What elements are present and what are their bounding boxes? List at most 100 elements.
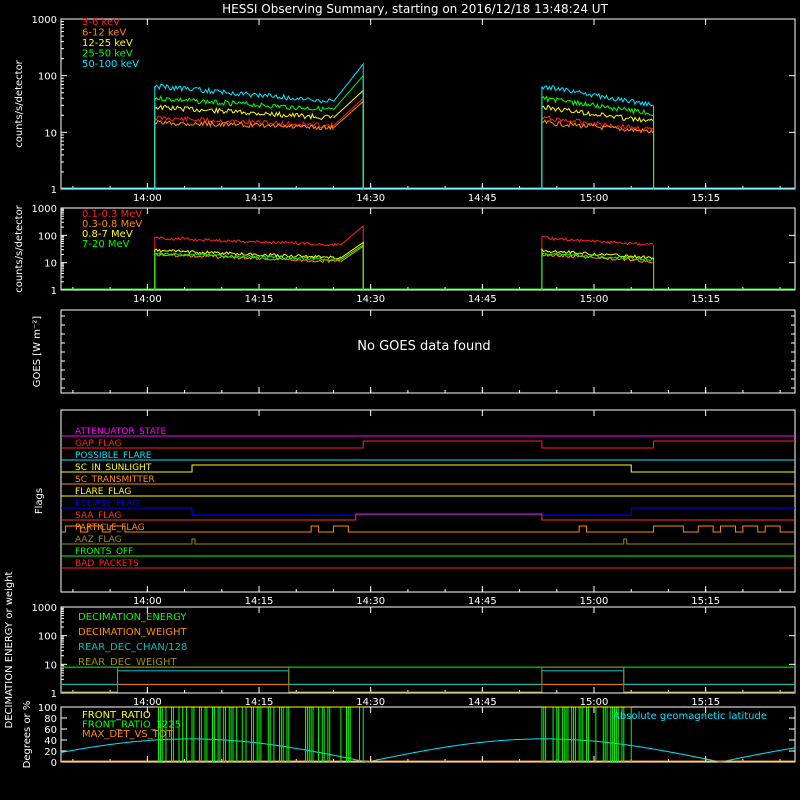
panel2-x-tick-label: 14:15: [245, 294, 274, 305]
flag-row-sc-in-sunlight: SC_IN_SUNLIGHT: [61, 463, 795, 473]
y-axis-label: Degrees or %: [22, 701, 33, 769]
y-tick-label: 100: [38, 231, 57, 242]
y-axis-label: GOES [W m⁻²]: [32, 316, 43, 387]
y-tick-label: 20: [44, 747, 57, 758]
flag-row-sc-transmitter: SC_TRANSMITTER: [61, 475, 795, 485]
panel2-series-rise: [340, 241, 364, 290]
y-tick-label: 1000: [32, 603, 57, 614]
panel2-series-0: [154, 224, 655, 290]
panel4-x-tick-label: 14:15: [245, 596, 274, 607]
y-tick-label: 1000: [32, 204, 57, 215]
panel5-border: [60, 606, 796, 694]
panel2-series-rise: [340, 224, 364, 290]
panel5-x-tick-label: 15:15: [691, 697, 720, 708]
flag-label: GAP_FLAG: [75, 439, 121, 449]
panel2-series-line-2: [541, 251, 654, 262]
flag-trace: [61, 525, 795, 533]
flag-trace: [61, 513, 795, 521]
panel5-x-tick-label: 14:15: [245, 697, 274, 708]
panel2-series-line: [154, 248, 342, 260]
panel1-series-1: [154, 100, 655, 189]
panel1-series-line-2: [541, 104, 654, 123]
panel1-legend-entry: 3-6 keV: [82, 17, 120, 28]
flag-trace: [61, 538, 795, 545]
panel1-series-3: [154, 74, 655, 189]
flag-label: FRONTS_OFF: [75, 547, 133, 557]
panel2-legend-entry: 7-20 MeV: [82, 239, 130, 250]
y-tick-label: 60: [44, 725, 57, 736]
panel1-legend-entry: 6-12 keV: [82, 28, 126, 39]
panel6-legend-entry: Absolute geomagnetic latitude: [613, 711, 767, 722]
y-axis-label: counts/s/detector: [14, 59, 25, 147]
panel3-frame: GOES [W m⁻²] No GOES data found: [32, 309, 796, 394]
panel1-legend-entry: 12-25 keV: [82, 38, 133, 49]
panel2-series-2: [154, 241, 655, 290]
panel2-x-tick-label: 14:00: [133, 294, 162, 305]
panel1-x-tick-label: 15:00: [580, 193, 609, 204]
panel5-x-tick-label: 15:00: [580, 697, 609, 708]
flag-label: FLARE_FLAG: [75, 487, 131, 497]
flag-row-saa-flag: SAA_FLAG: [61, 511, 795, 521]
flag-label: BAD_PACKETS: [75, 559, 139, 569]
panel1-x-tick-label: 14:45: [468, 193, 497, 204]
panel3-no-data-message: No GOES data found: [357, 339, 490, 354]
figure-title: HESSI Observing Summary, starting on 201…: [222, 2, 608, 16]
y-tick-label: 1000: [32, 15, 57, 26]
y-axis-label: counts/s/detector: [14, 204, 25, 292]
panel4-x-tick-label: 15:00: [580, 596, 609, 607]
panel1-x-tick-label: 14:15: [245, 193, 274, 204]
panel4-border: [60, 409, 796, 593]
panel2-series-line: [154, 251, 342, 261]
panel4-x-tick-label: 15:15: [691, 596, 720, 607]
panel5-legend-entry: DECIMATION_ENERGY: [78, 612, 187, 623]
panel5-rear-dec-weight-line: [61, 666, 795, 693]
panel5-legend-entry: REAR_DEC_WEIGHT: [78, 657, 177, 668]
y-tick-label: 100: [38, 72, 57, 83]
y-tick-label: 1: [51, 185, 57, 196]
panel2-x-tick-label: 15:15: [691, 294, 720, 305]
flag-row-aaz-flag: AAZ_FLAG: [61, 535, 795, 545]
y-tick-label: 10: [44, 259, 57, 270]
panel1-series-line: [154, 119, 334, 131]
panel6-legend-entry: MAX_DET_VS_TOT: [82, 729, 174, 740]
y-tick-label: 10: [44, 660, 57, 671]
flag-label: SC_IN_SUNLIGHT: [75, 463, 152, 473]
flag-row-flare-flag: FLARE_FLAG: [61, 487, 795, 497]
panel1-x-tick-label: 14:00: [133, 193, 162, 204]
panel2-series-rise: [340, 243, 364, 290]
panel1-border: [60, 18, 796, 190]
panel1-series-line: [154, 115, 334, 130]
panel1-series-line: [154, 104, 334, 120]
panel4-x-tick-label: 14:45: [468, 596, 497, 607]
panel2-legend-entry: 0.3-0.8 MeV: [82, 219, 142, 230]
panel5-x-tick-label: 14:00: [133, 697, 162, 708]
panel1-series-line-2: [541, 119, 654, 134]
flag-row-attenuator-state: ATTENUATOR_STATE: [61, 427, 795, 437]
panel2-series-line-2: [541, 247, 654, 260]
y-tick-label: 0: [51, 758, 57, 769]
panel5-x-tick-label: 14:45: [468, 697, 497, 708]
flag-row-fronts-off: FRONTS_OFF: [61, 547, 795, 557]
panels-group: 14:00 14:15 14:30 14:45 15:00 15:151101001000…: [4, 15, 796, 769]
flag-trace: [61, 507, 795, 516]
panel2-series-3: [154, 243, 655, 290]
panel1-series-rise: [333, 74, 364, 189]
panel1-frame: 14:00 14:15 14:30 14:45 15:00 15:15 1 10 100 1000…: [14, 15, 796, 204]
panel1-series-line-2: [541, 95, 653, 116]
panel5-legend-entry: REAR_DEC_CHAN/128: [78, 642, 187, 653]
panel1-x-tick-label: 14:30: [356, 193, 385, 204]
y-tick-label: 1: [51, 286, 57, 297]
y-tick-label: 1: [51, 689, 57, 700]
panel1-legend-entry: 50-100 keV: [82, 59, 139, 70]
panel1-series-line-2: [541, 85, 654, 107]
flag-label: AAZ_FLAG: [75, 535, 122, 545]
panel5-x-tick-label: 14:30: [356, 697, 385, 708]
panel2-frame: 14:00 14:15 14:30 14:45 15:00 15:15 1 10 100 1000…: [14, 204, 796, 305]
panel5-rear-dec-chan-line: [61, 670, 795, 685]
panel4-x-tick-label: 14:30: [356, 596, 385, 607]
panel1-series-line: [154, 95, 334, 113]
panel2-x-tick-label: 15:00: [580, 294, 609, 305]
panel1-series-4: [154, 62, 655, 189]
panel2-border: [60, 207, 796, 291]
